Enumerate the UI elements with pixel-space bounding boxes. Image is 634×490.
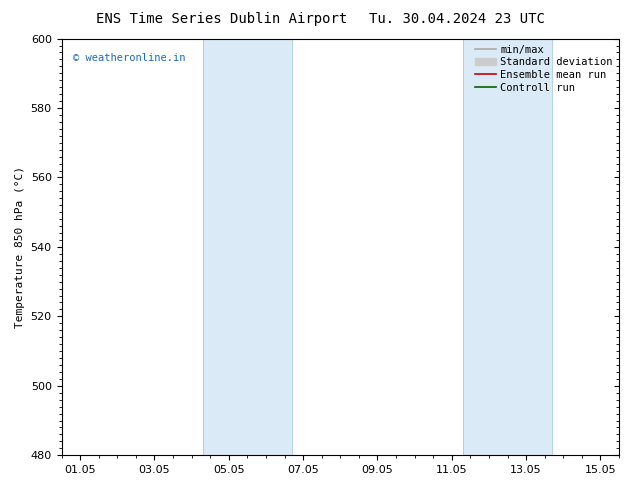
Y-axis label: Temperature 850 hPa (°C): Temperature 850 hPa (°C) bbox=[15, 166, 25, 328]
Text: ENS Time Series Dublin Airport: ENS Time Series Dublin Airport bbox=[96, 12, 347, 26]
Bar bbox=[203, 39, 292, 455]
Text: Tu. 30.04.2024 23 UTC: Tu. 30.04.2024 23 UTC bbox=[368, 12, 545, 26]
Bar bbox=[463, 39, 552, 455]
Legend: min/max, Standard deviation, Ensemble mean run, Controll run: min/max, Standard deviation, Ensemble me… bbox=[471, 41, 617, 97]
Text: © weatheronline.in: © weatheronline.in bbox=[73, 53, 185, 63]
